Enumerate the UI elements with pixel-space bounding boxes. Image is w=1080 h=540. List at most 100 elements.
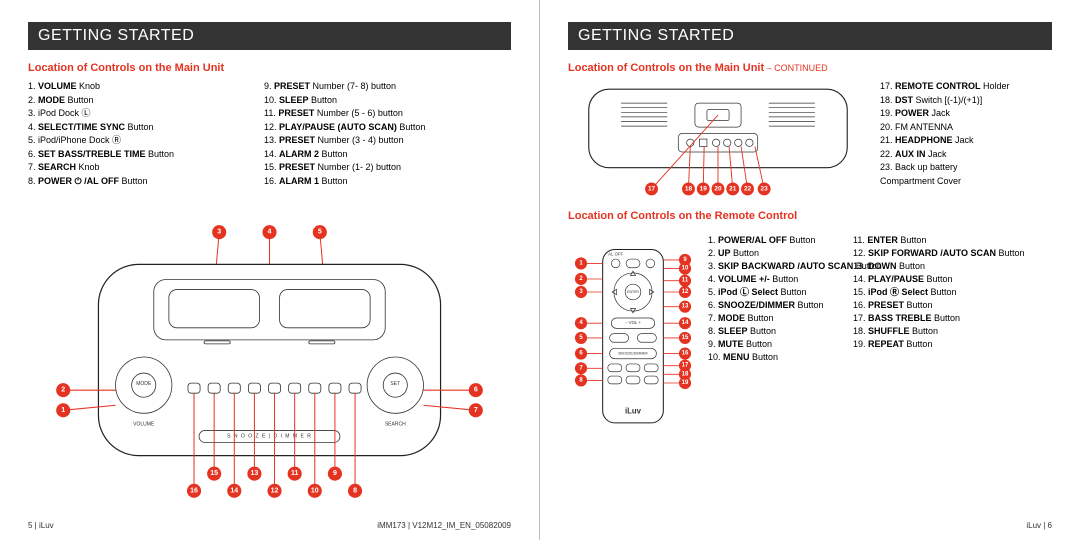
section-header: GETTING STARTED (28, 22, 511, 50)
page-right: GETTING STARTED Location of Controls on … (540, 0, 1080, 540)
list-item: 5. iPod Ⓛ Select Button (708, 286, 843, 299)
rear-panel-diagram: 17 18 19 20 21 22 23 (568, 80, 868, 200)
svg-text:13: 13 (250, 470, 258, 477)
svg-text:12: 12 (682, 289, 689, 295)
list-item: 10. MENU Button (708, 351, 843, 364)
svg-text:15: 15 (682, 335, 689, 341)
footer-right-page: iLuv | 6 (568, 521, 1052, 530)
list-item: 19. REPEAT Button (853, 338, 988, 351)
svg-text:12: 12 (271, 487, 279, 494)
list-item: 14. PLAY/PAUSE Button (853, 273, 988, 286)
svg-text:6: 6 (474, 387, 478, 394)
svg-text:VOLUME: VOLUME (133, 421, 155, 427)
list-item: 9. MUTE Button (708, 338, 843, 351)
list-item: 2. MODE Button (28, 94, 256, 108)
list-item: 16. PRESET Button (853, 299, 988, 312)
footer-page-num: 5 | iLuv (28, 521, 54, 530)
svg-text:MODE: MODE (136, 381, 152, 387)
list-item: 18. SHUFFLE Button (853, 325, 988, 338)
list-item: 6. SET BASS/TREBLE TIME Button (28, 148, 256, 162)
svg-text:4: 4 (268, 229, 272, 236)
list-item: 12. PLAY/PAUSE (AUTO SCAN) Button (264, 121, 511, 135)
svg-text:SNOOZE/DIMMER: SNOOZE/DIMMER (618, 351, 648, 355)
svg-text:20: 20 (714, 185, 722, 192)
list-item: 7. SEARCH Knob (28, 161, 256, 175)
svg-text:SET: SET (390, 381, 400, 387)
svg-text:22: 22 (744, 185, 752, 192)
svg-text:21: 21 (729, 185, 737, 192)
svg-text:9: 9 (333, 470, 337, 477)
list-item: 20. FM ANTENNA (880, 121, 1010, 135)
footer-page-num: iLuv | 6 (1026, 521, 1052, 530)
list-item: 4. SELECT/TIME SYNC Button (28, 121, 256, 135)
svg-text:11: 11 (291, 470, 299, 477)
svg-text:18: 18 (685, 185, 693, 192)
list-item: 14. ALARM 2 Button (264, 148, 511, 162)
svg-text:17: 17 (648, 185, 656, 192)
svg-text:19: 19 (682, 380, 689, 386)
list-item: 7. MODE Button (708, 312, 843, 325)
svg-text:15: 15 (210, 470, 218, 477)
svg-text:23: 23 (761, 185, 769, 192)
list-item: 11. PRESET Number (5 - 6) button (264, 107, 511, 121)
svg-text:3: 3 (217, 229, 221, 236)
list-item: 4. VOLUME +/- Button (708, 273, 843, 286)
svg-text:10: 10 (311, 487, 319, 494)
list-item: 8. SLEEP Button (708, 325, 843, 338)
remote-diagram: AL OFF ENTER − VOL + SNOOZE/DIMMER (568, 234, 698, 454)
svg-text:11: 11 (682, 278, 689, 284)
list-item: 11. ENTER Button (853, 234, 988, 247)
list-item: 5. iPod/iPhone Dock Ⓡ (28, 134, 256, 148)
list-item: 2. UP Button (708, 247, 843, 260)
list-item: 21. HEADPHONE Jack (880, 134, 1010, 148)
list-item: 1. VOLUME Knob (28, 80, 256, 94)
section-header: GETTING STARTED (568, 22, 1052, 50)
subhead-remote: Location of Controls on the Remote Contr… (568, 210, 1052, 222)
svg-text:18: 18 (682, 371, 689, 377)
main-unit-diagram: 3 4 5 MODE VOLUME SET SEARCH (28, 194, 511, 526)
svg-text:16: 16 (190, 487, 198, 494)
svg-text:17: 17 (682, 363, 689, 369)
svg-text:10: 10 (682, 266, 689, 272)
list-item: 22. AUX IN Jack (880, 148, 1010, 162)
list-item: 23. Back up batteryCompartment Cover (880, 161, 1010, 188)
list-item: 9. PRESET Number (7- 8) button (264, 80, 511, 94)
svg-text:− VOL +: − VOL + (625, 320, 641, 325)
svg-text:14: 14 (230, 487, 238, 494)
list-item: 8. POWER ⏻ /AL OFF Button (28, 175, 256, 189)
svg-text:SEARCH: SEARCH (385, 421, 406, 427)
list-item: 6. SNOOZE/DIMMER Button (708, 299, 843, 312)
list-item: 19. POWER Jack (880, 107, 1010, 121)
svg-text:AL OFF: AL OFF (608, 252, 623, 257)
svg-text:1: 1 (61, 407, 65, 414)
svg-text:2: 2 (61, 387, 65, 394)
brand-label: iLuv (625, 406, 642, 415)
list-item: 3. iPod Dock Ⓛ (28, 107, 256, 121)
list-item: 3. SKIP BACKWARD /AUTO SCAN Button (708, 260, 843, 273)
main-unit-list: 1. VOLUME Knob2. MODE Button3. iPod Dock… (28, 80, 511, 188)
svg-text:13: 13 (682, 304, 689, 310)
list-item: 15. iPod Ⓡ Select Button (853, 286, 988, 299)
list-item: 10. SLEEP Button (264, 94, 511, 108)
subhead-main-unit-cont: Location of Controls on the Main Unit – … (568, 62, 1052, 74)
list-item: 16. ALARM 1 Button (264, 175, 511, 189)
svg-text:14: 14 (682, 320, 689, 326)
svg-text:5: 5 (318, 229, 322, 236)
svg-text:ENTER: ENTER (627, 290, 639, 294)
svg-text:7: 7 (474, 407, 478, 414)
svg-text:19: 19 (700, 185, 708, 192)
page-left: GETTING STARTED Location of Controls on … (0, 0, 540, 540)
svg-text:16: 16 (682, 351, 689, 357)
list-item: 13. PRESET Number (3 - 4) button (264, 134, 511, 148)
list-item: 17. REMOTE CONTROL Holder (880, 80, 1010, 94)
list-item: 15. PRESET Number (1- 2) button (264, 161, 511, 175)
footer-left-page: 5 | iLuv iMM173 | V12M12_IM_EN_05082009 (28, 521, 511, 530)
rear-panel-zone: 17 18 19 20 21 22 23 17. REMOTE CONTROL Holder… (568, 80, 1052, 200)
remote-zone: AL OFF ENTER − VOL + SNOOZE/DIMMER (568, 234, 1052, 454)
list-item: 13. DOWN Button (853, 260, 988, 273)
footer-doc-id: iMM173 | V12M12_IM_EN_05082009 (377, 521, 511, 530)
list-item: 18. DST Switch [(-1)/(+1)] (880, 94, 1010, 108)
svg-text:S N O O Z E | D I M M E R: S N O O Z E | D I M M E R (227, 433, 312, 439)
list-item: 17. BASS TREBLE Button (853, 312, 988, 325)
list-item: 1. POWER/AL OFF Button (708, 234, 843, 247)
